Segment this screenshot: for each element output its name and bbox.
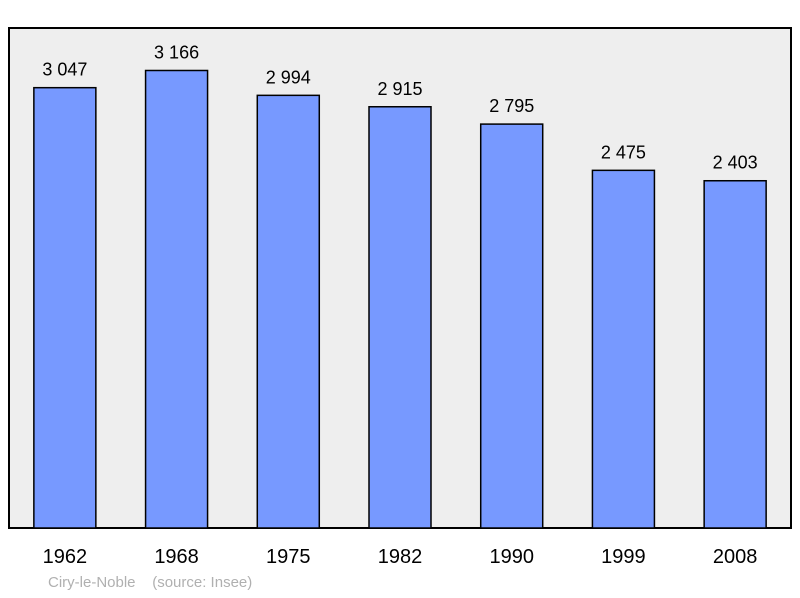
value-label-2008: 2 403 bbox=[713, 153, 758, 173]
bar-1968 bbox=[144, 69, 209, 529]
category-label-1975: 1975 bbox=[266, 546, 311, 568]
bar-1990 bbox=[479, 123, 544, 529]
value-labels-group: 3 047 3 166 2 994 2 915 2 795 2 475 2 403 bbox=[42, 42, 757, 172]
bar-2008 bbox=[703, 179, 767, 529]
value-label-1982: 2 915 bbox=[377, 79, 422, 99]
value-label-1999: 2 475 bbox=[601, 142, 646, 162]
category-label-1962: 1962 bbox=[43, 546, 88, 568]
caption-source: (source: Insee) bbox=[152, 574, 253, 591]
bar-1999 bbox=[591, 169, 656, 529]
caption-place: Ciry-le-Noble bbox=[48, 574, 136, 591]
category-label-1982: 1982 bbox=[378, 546, 423, 568]
category-label-1968: 1968 bbox=[154, 546, 199, 568]
bar-1962 bbox=[33, 86, 97, 529]
bar-1975 bbox=[256, 94, 321, 529]
value-label-1962: 3 047 bbox=[42, 60, 87, 80]
category-label-1999: 1999 bbox=[601, 546, 646, 568]
value-label-1968: 3 166 bbox=[154, 42, 199, 62]
category-labels-group: 1962 1968 1975 1982 1990 1999 2008 bbox=[43, 546, 758, 568]
value-label-1975: 2 994 bbox=[266, 67, 311, 87]
chart-caption: Ciry-le-Noble (source: Insee) bbox=[48, 574, 252, 591]
category-label-1990: 1990 bbox=[489, 546, 534, 568]
category-label-2008: 2008 bbox=[713, 546, 758, 568]
bar-1982 bbox=[368, 106, 432, 529]
value-label-1990: 2 795 bbox=[489, 96, 534, 116]
bars-group bbox=[33, 69, 767, 529]
